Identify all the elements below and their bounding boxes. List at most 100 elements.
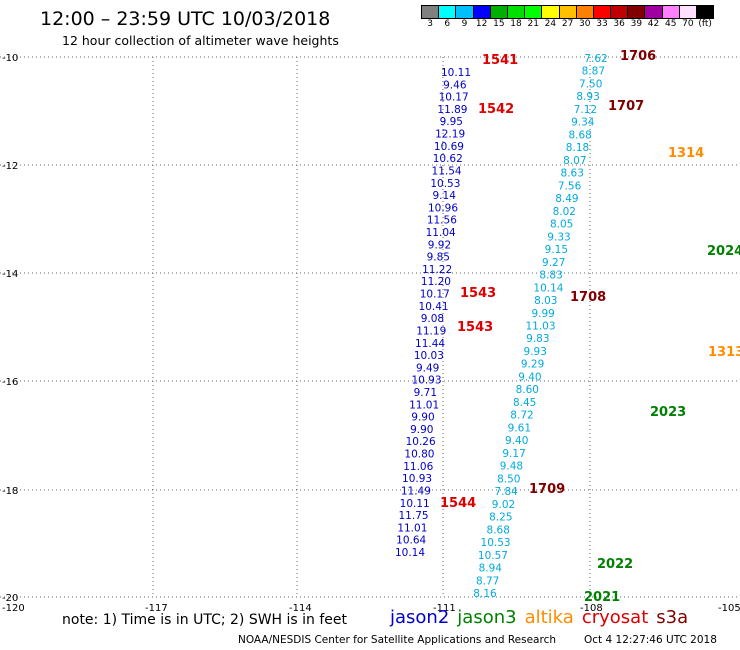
s3a-track-value: 8.02	[553, 206, 576, 218]
s3a-track-value: 8.94	[479, 563, 503, 575]
latitude-label: -20	[2, 593, 18, 604]
jason2-track-value: 11.22	[422, 264, 452, 276]
s3a-track-value: 7.12	[574, 104, 597, 116]
legend-label: 3	[427, 19, 433, 29]
s3a-track-value: 10.57	[478, 550, 508, 562]
jason2-track-value: 11.56	[427, 215, 457, 227]
jason2-track-value: 11.89	[437, 104, 467, 116]
s3a-track-value: 7.62	[584, 53, 607, 65]
pass-time-label: 1544	[440, 496, 476, 511]
s3a-track-value: 8.87	[582, 66, 605, 78]
s3a-track-value: 7.84	[494, 486, 518, 498]
s3a-track-value: 8.16	[473, 588, 497, 600]
s3a-track-value: 9.83	[526, 333, 549, 345]
s3a-track-value: 9.17	[502, 448, 525, 460]
legend-label: 27	[561, 19, 574, 29]
legend-label: 42	[647, 19, 660, 29]
s3a-track-value: 9.29	[521, 359, 544, 371]
satellite-name: altika	[524, 607, 574, 628]
s3a-track-value: 10.14	[533, 282, 563, 294]
pass-time-label: 1707	[608, 99, 644, 114]
s3a-track-value: 10.53	[481, 537, 511, 549]
satellite-legend: jason2 jason3 altika cryosat s3a	[390, 607, 688, 628]
jason2-track-value: 10.62	[433, 153, 463, 165]
longitude-label: -108	[580, 603, 603, 614]
page-title: 12:00 – 23:59 UTC 10/03/2018	[40, 8, 331, 30]
legend-label: 9	[461, 19, 468, 29]
s3a-track-value: 8.68	[568, 129, 591, 141]
jason2-track-value: 12.19	[435, 129, 465, 141]
jason2-track-value: 11.04	[426, 227, 456, 239]
latitude-label: -16	[2, 377, 18, 388]
jason2-track-value: 9.49	[416, 362, 439, 374]
jason2-track-value: 9.71	[414, 387, 437, 399]
s3a-track-value: 8.63	[561, 168, 584, 180]
generated-timestamp: Oct 4 12:27:46 UTC 2018	[584, 634, 717, 646]
s3a-track-value: 9.27	[542, 257, 565, 269]
s3a-track-value: 8.18	[566, 142, 589, 154]
jason2-track-value: 9.95	[440, 116, 463, 128]
jason2-track-value: 10.14	[395, 547, 425, 559]
s3a-track-value: 7.50	[579, 78, 602, 90]
jason2-track-value: 9.92	[428, 239, 451, 251]
legend-swatch	[696, 5, 715, 19]
s3a-track-value: 9.99	[531, 308, 554, 320]
jason2-track-value: 10.17	[420, 289, 450, 301]
jason2-track-value: 10.17	[439, 92, 469, 104]
legend-label: 18	[510, 19, 522, 29]
jason2-track-value: 10.93	[411, 375, 441, 387]
s3a-track-value: 8.72	[510, 410, 533, 422]
jason2-track-value: 10.93	[402, 473, 432, 485]
jason2-track-value: 9.85	[427, 252, 450, 264]
pass-time-label: 1543	[457, 320, 493, 335]
latitude-label: -12	[2, 161, 18, 172]
longitude-label: -117	[145, 603, 168, 614]
s3a-track-value: 8.50	[497, 473, 520, 485]
legend-label: 45	[664, 19, 677, 29]
longitude-label: -114	[289, 603, 312, 614]
legend-label: 15	[493, 19, 505, 29]
s3a-track-value: 8.07	[563, 155, 586, 167]
pass-time-label: 2024	[707, 244, 740, 259]
jason2-track-value: 10.41	[419, 301, 449, 313]
legend-label: 36	[613, 19, 625, 29]
latitude-label: -10	[2, 53, 18, 64]
jason2-track-value: 10.96	[428, 202, 458, 214]
jason2-track-value: 10.26	[406, 436, 436, 448]
jason2-track-value: 9.46	[443, 79, 467, 91]
s3a-track-value: 8.03	[534, 295, 557, 307]
pass-time-label: 1709	[529, 482, 565, 497]
s3a-track-value: 8.45	[513, 397, 536, 409]
legend-label: 39	[630, 19, 643, 29]
s3a-track-value: 9.33	[547, 231, 570, 243]
s3a-track-value: 9.40	[505, 435, 528, 447]
s3a-track-value: 9.02	[492, 499, 515, 511]
pass-time-label: 1706	[620, 49, 656, 64]
jason2-track-value: 10.11	[441, 67, 471, 79]
legend-label: 21	[527, 19, 539, 29]
legend-label: 30	[579, 19, 591, 29]
pass-time-label: 1543	[460, 286, 496, 301]
jason2-track-value: 9.90	[410, 424, 433, 436]
jason2-track-value: 10.53	[430, 178, 460, 190]
pass-time-label: 2021	[584, 590, 620, 605]
jason2-track-value: 11.75	[399, 510, 429, 522]
s3a-track-value: 8.05	[550, 219, 573, 231]
longitude-label: -111	[433, 603, 456, 614]
color-legend: 3 6 9 12 15 18 21 24 27 30 33 36 39 42 45 70 (ft)	[421, 5, 715, 29]
jason2-track-value: 11.54	[432, 165, 462, 177]
s3a-track-value: 8.68	[487, 524, 510, 536]
s3a-track-value: 9.61	[508, 422, 531, 434]
pass-time-label: 1313	[708, 345, 740, 360]
legend-label: 33	[596, 19, 608, 29]
legend-label: 12	[475, 19, 488, 29]
s3a-track-value: 9.40	[518, 371, 541, 383]
s3a-track-value: 8.60	[516, 384, 539, 396]
s3a-track-value: 8.25	[489, 512, 512, 524]
footer-note: note: 1) Time is in UTC; 2) SWH is in fe…	[62, 612, 348, 628]
jason2-track-value: 9.90	[411, 412, 434, 424]
page-subtitle: 12 hour collection of altimeter wave hei…	[62, 33, 339, 48]
satellite-name: s3a	[656, 607, 689, 628]
pass-time-label: 2023	[650, 405, 686, 420]
